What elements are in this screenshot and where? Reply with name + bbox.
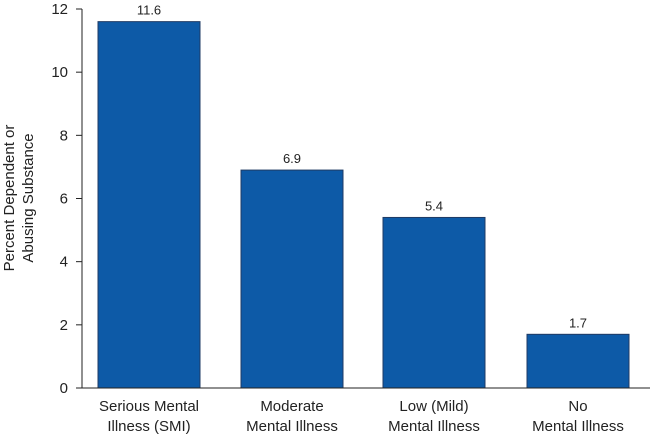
x-axis-labels: Serious Mental Illness (SMI) Moderate Menta…	[99, 398, 624, 435]
y-tick-label: 8	[60, 127, 68, 144]
bar	[526, 333, 630, 389]
y-tick-label: 0	[60, 380, 68, 397]
bar	[240, 169, 344, 389]
y-tick-label: 2	[60, 317, 68, 334]
bar	[382, 216, 486, 389]
x-category-label: No	[568, 398, 587, 415]
y-tick-label: 12	[51, 1, 68, 18]
y-axis-ticks: 0 2 4 6 8 10 12	[51, 1, 82, 397]
x-category-label: Serious Mental	[99, 398, 199, 415]
x-category-label: Illness (SMI)	[107, 418, 190, 435]
bar-value-label: 5.4	[425, 198, 443, 213]
y-tick-label: 4	[60, 254, 68, 271]
axes	[81, 9, 650, 389]
y-axis-title: Percent Dependent or Abusing Substance	[1, 125, 37, 272]
bar-value-label: 6.9	[283, 151, 301, 166]
x-category-label: Moderate	[260, 398, 323, 415]
bar-value-label: 1.7	[569, 315, 587, 330]
y-tick-label: 6	[60, 191, 68, 208]
bar-value-label: 11.6	[137, 3, 161, 18]
y-axis-title-line: Percent Dependent or	[1, 125, 18, 272]
data-labels-group: 11.6 6.9 5.4 1.7	[137, 3, 587, 331]
y-tick-label: 10	[51, 64, 68, 81]
x-category-label: Mental Illness	[246, 418, 338, 435]
bar	[97, 21, 201, 389]
x-category-label: Low (Mild)	[399, 398, 468, 415]
y-axis-title-line: Abusing Substance	[20, 133, 37, 262]
bars-group	[97, 21, 630, 389]
x-category-label: Mental Illness	[388, 418, 480, 435]
x-category-label: Mental Illness	[532, 418, 624, 435]
